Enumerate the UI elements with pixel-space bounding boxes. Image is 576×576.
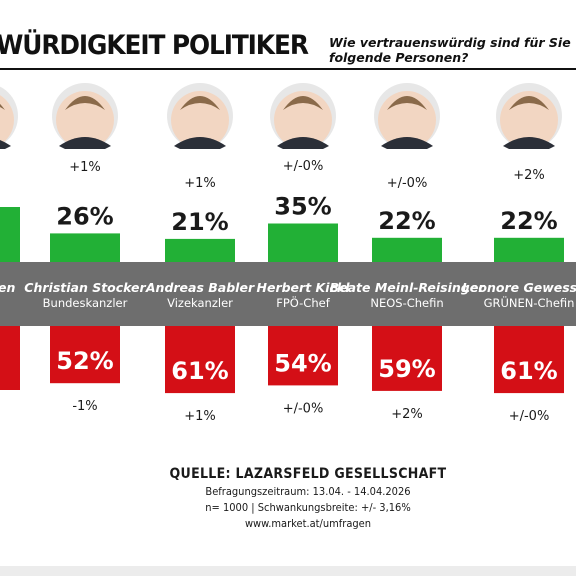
name-band: [0, 262, 576, 326]
photo-suit: [381, 137, 433, 149]
politician-name: Leonore Gewessler: [462, 280, 576, 295]
politician-name: Beate Meinl-Reisinger: [330, 280, 486, 295]
politician-photo: [52, 83, 118, 149]
politician-role: FPÖ-Chef: [276, 294, 330, 310]
negative-value-label: 61%: [171, 357, 228, 385]
photo-hair: [180, 96, 220, 110]
photo-hair: [283, 96, 323, 110]
source-label: QUELLE: LAZARSFELD GESELLSCHAFT: [169, 466, 447, 482]
photo-hair: [509, 96, 549, 110]
negative-value-label: 59%: [378, 355, 435, 383]
photo-suit: [503, 137, 555, 149]
survey-question-line-2: folgende Personen?: [329, 50, 469, 65]
negative-change-label: +/-0%: [509, 409, 550, 424]
politician-photo: [0, 86, 18, 149]
positive-change-label: +2%: [513, 168, 545, 183]
positive-change-label: +/-0%: [387, 176, 428, 191]
positive-value-label: 26%: [56, 202, 113, 230]
politician-photo: [270, 83, 336, 149]
survey-question: Wie vertrauenswürdig sind für Sie folgen…: [329, 35, 576, 65]
negative-value-label: 52%: [56, 347, 113, 375]
positive-bar: [268, 223, 338, 262]
photo-hair: [65, 96, 105, 110]
photo-suit: [59, 137, 111, 149]
negative-bar: [165, 326, 235, 394]
politician-name: Herbert Kickl: [257, 280, 351, 295]
positive-bar: [165, 238, 235, 262]
photo-hair: [0, 103, 5, 110]
photo-suit: [0, 140, 11, 149]
sample-info: n= 1000 | Schwankungsbreite: +/- 3,16%: [205, 501, 411, 514]
negative-bar: [494, 326, 564, 394]
politician-role: GRÜNEN-Chefin: [484, 294, 575, 310]
negative-value-label: 54%: [274, 349, 331, 377]
politician-photo: [374, 83, 440, 149]
positive-change-label: +/-0%: [283, 159, 324, 174]
negative-bar: [50, 326, 120, 384]
negative-change-label: +1%: [184, 409, 216, 424]
chart-footer: QUELLE: LAZARSFELD GESELLSCHAFT Befragun…: [0, 466, 576, 530]
negative-change-label: +2%: [391, 407, 423, 422]
photo-suit: [174, 137, 226, 149]
negative-bar: [0, 326, 20, 390]
politician-photo: [167, 83, 233, 149]
photo-suit: [277, 137, 329, 149]
chart-title: WÜRDIGKEIT POLITIKER: [0, 30, 309, 61]
negative-value-label: 61%: [500, 357, 557, 385]
survey-period: Befragungszeitraum: 13.04. - 14.04.2026: [205, 485, 411, 498]
politician-name: Andreas Babler: [145, 280, 255, 295]
positive-value-label: 22%: [500, 207, 557, 235]
politician-photo: [496, 83, 562, 149]
title-divider: [0, 68, 576, 70]
bottom-strip: [0, 566, 576, 576]
politician-role: Vizekanzler: [167, 296, 233, 310]
positive-bar: [372, 237, 442, 262]
survey-question-line-1: Wie vertrauenswürdig sind für Sie: [329, 35, 571, 50]
positive-value-label: 21%: [171, 208, 228, 236]
positive-value-label: 35%: [274, 193, 331, 221]
trust-bar-chart: … Bellen…nt26%+1%52%-1%Christian Stocker…: [0, 83, 576, 424]
negative-change-label: -1%: [72, 399, 97, 414]
politician-name: … Bellen: [0, 280, 15, 295]
positive-bar: [50, 233, 120, 262]
photo-hair: [387, 96, 427, 110]
negative-change-label: +/-0%: [283, 401, 324, 416]
positive-change-label: +1%: [184, 176, 216, 191]
politician-role: NEOS-Chefin: [370, 296, 443, 310]
negative-bar: [268, 326, 338, 386]
positive-bar: [0, 207, 20, 262]
photo-face: [0, 95, 14, 145]
politician-name: Christian Stocker: [24, 280, 146, 295]
source-url: www.market.at/umfragen: [244, 517, 372, 530]
negative-bar: [372, 326, 442, 391]
positive-value-label: 22%: [378, 207, 435, 235]
positive-bar: [494, 237, 564, 262]
politician-role: Bundeskanzler: [43, 296, 128, 310]
positive-change-label: +1%: [69, 160, 101, 175]
